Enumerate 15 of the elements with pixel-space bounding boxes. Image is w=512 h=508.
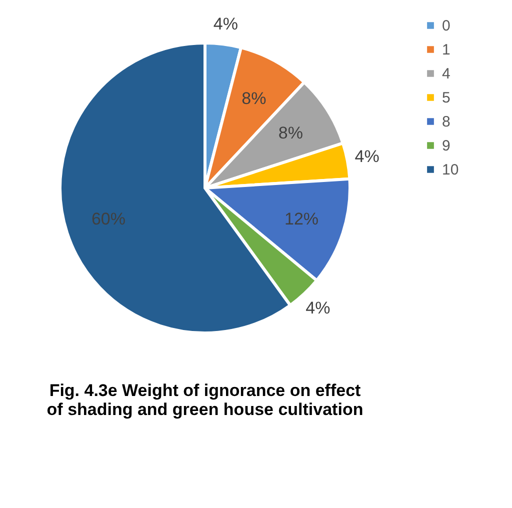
legend-label: 5 (442, 90, 450, 106)
data-label: 60% (91, 209, 126, 228)
text: Fig. 4.3e Weight of ignorance on effect of shading and green house cultivation (46, 381, 364, 419)
data-label: 8% (242, 89, 266, 108)
data-label: 4% (306, 298, 330, 318)
legend-label: 4 (442, 66, 450, 82)
legend-label: 10 (442, 162, 459, 178)
data-label: 12% (284, 209, 319, 228)
legend-label: 9 (442, 138, 450, 154)
legend-label: 0 (442, 18, 450, 34)
data-label: 4% (213, 14, 238, 34)
data-label: 8% (278, 124, 303, 143)
data-label: 4% (354, 147, 380, 166)
legend-label: 8 (442, 114, 450, 130)
legend-label: 1 (442, 42, 450, 58)
